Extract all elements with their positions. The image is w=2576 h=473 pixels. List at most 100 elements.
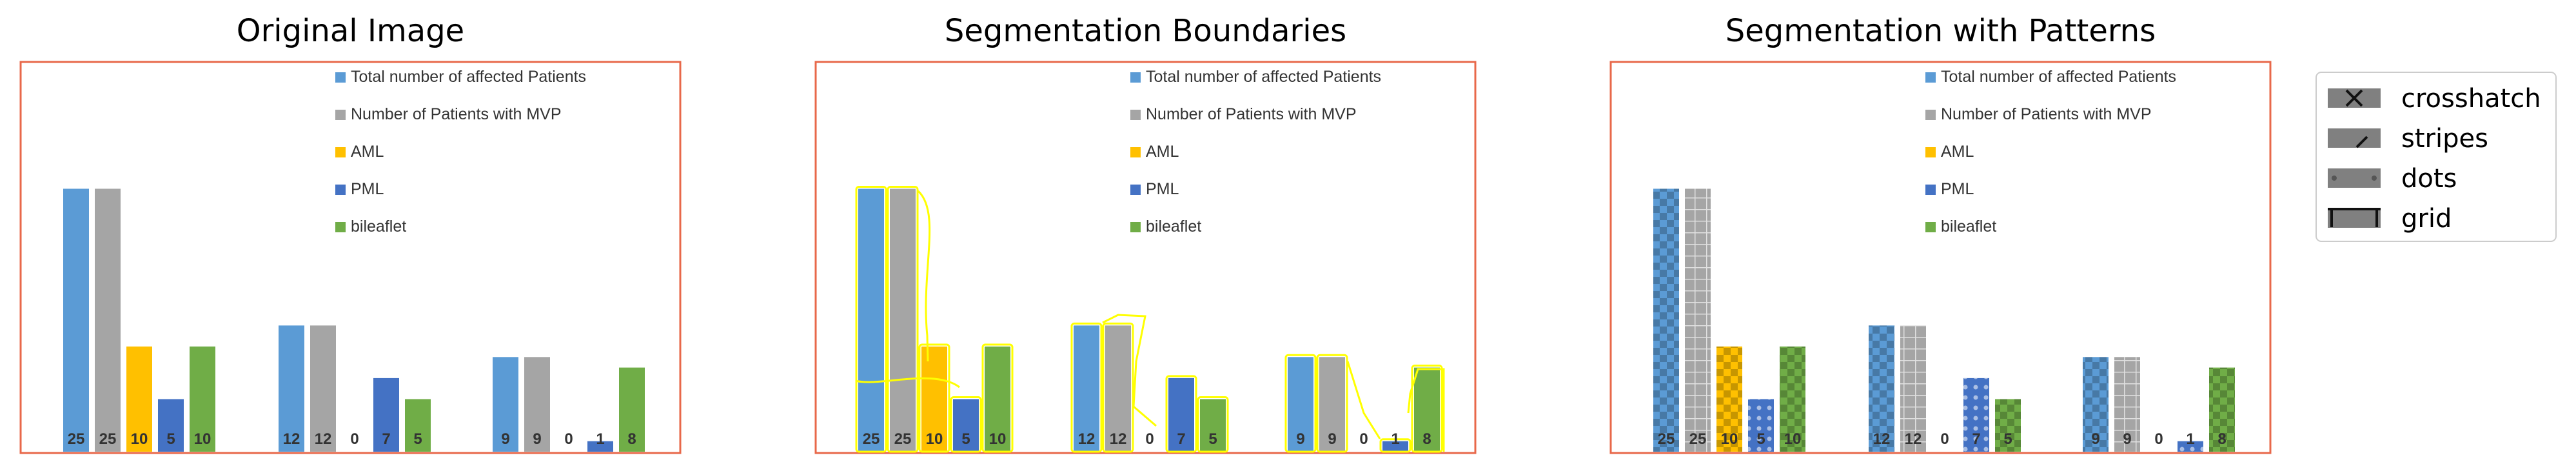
pattern-legend-label: grid [2401,204,2452,234]
value-label: 8 [627,430,636,448]
segment-boundary [1379,438,1411,453]
value-label: 0 [350,430,359,448]
bar-total-number-of-affected-patients-group-3 [1288,357,1313,452]
legend-label-number-of-patients-with-mvp: Number of Patients with MVP [1941,105,2152,123]
segment-boundary [887,186,919,453]
legend-swatch-pml [1130,185,1141,195]
segment-boundary [1407,368,1445,452]
value-label: 7 [382,430,390,448]
legend-label-total-number-of-affected-patients: Total number of affected Patients [1146,68,1381,86]
value-label: 7 [1177,430,1185,448]
pattern-legend-item-dots: dots [2328,164,2457,194]
grid-icon [2328,208,2381,228]
bar-total-number-of-affected-patients-group-2 [1074,325,1099,452]
value-label: 12 [283,430,300,448]
legend-swatch-bileaflet [1130,222,1141,232]
value-label: 1 [596,430,604,448]
legend-swatch-aml [335,147,346,157]
segment-boundary [1197,396,1229,453]
panel-title: Segmentation Boundaries [945,13,1346,49]
legend-swatch-total-number-of-affected-patients [1925,72,1936,83]
segment-boundary [855,186,887,453]
segment-boundary [1102,314,1157,427]
bar-bileaflet-group-3 [619,367,645,452]
value-label: 8 [2217,430,2226,448]
segment-boundary [1284,354,1317,453]
bar-pattern-overlay [1716,347,1742,452]
value-label: 25 [1689,430,1707,448]
bar-number-of-patients-with-mvp-group-3 [1319,357,1345,452]
segment-boundary [917,190,931,362]
legend-label-aml: AML [1146,143,1179,161]
grid-icon-mark [2328,208,2381,227]
value-label: 25 [863,430,880,448]
pattern-legend-label: crosshatch [2401,84,2541,114]
bar-pml-group-3 [587,441,613,452]
bar-pml-group-3 [1382,441,1408,452]
bar-number-of-patients-with-mvp-group-2 [310,325,336,452]
bar-aml-group-1 [921,347,947,452]
value-label: 5 [2003,430,2012,448]
panel-title: Segmentation with Patterns [1726,13,2156,49]
value-label: 9 [2091,430,2099,448]
bar-number-of-patients-with-mvp-group-3 [524,357,550,452]
panel-segmentation-boundaries: Segmentation Boundaries Total number of a… [814,13,1477,454]
legend-label-pml: PML [1941,180,1974,198]
bar-pattern-overlay [1963,377,1989,452]
bar-bileaflet-group-2 [1200,399,1226,452]
segment-boundary [1346,361,1381,439]
legend-swatch-number-of-patients-with-mvp [1130,110,1141,120]
pattern-legend-item-stripes: stripes [2328,124,2488,154]
bar-aml-group-1 [126,347,152,452]
crosshatch-icon-mark [2345,89,2363,107]
dots-icon-mark [2332,176,2337,181]
value-label: 0 [1359,430,1368,448]
segment-boundary [981,343,1014,453]
legend-swatch-total-number-of-affected-patients [1130,72,1141,83]
bar-pattern-overlay [1653,188,1679,452]
value-label: 0 [564,430,573,448]
pattern-legend: crosshatch stripes dots grid [2315,72,2557,242]
value-label: 12 [315,430,332,448]
value-label: 7 [1972,430,1980,448]
value-label: 5 [1208,430,1217,448]
value-label: 8 [1422,430,1431,448]
value-label: 0 [2154,430,2163,448]
pattern-legend-label: dots [2401,164,2457,194]
value-label: 10 [1721,430,1738,448]
segment-boundary [1102,322,1134,453]
legend-label-number-of-patients-with-mvp: Number of Patients with MVP [351,105,562,123]
value-label: 1 [1391,430,1399,448]
bar-bileaflet-group-2 [405,399,431,452]
value-label: 5 [413,430,422,448]
legend-label-bileaflet: bileaflet [1941,217,1996,236]
segment-boundary [1070,322,1103,453]
segment-boundary [950,396,982,453]
value-label: 5 [1756,430,1765,448]
legend-swatch-aml [1925,147,1936,157]
legend-swatch-number-of-patients-with-mvp [335,110,346,120]
bar-total-number-of-affected-patients-group-2 [279,325,304,452]
bar-pattern-overlay [2178,441,2203,452]
bar-pattern-overlay [2083,357,2109,452]
value-label: 12 [1905,430,1922,448]
segment-boundary [1411,365,1443,453]
legend-swatch-pml [1925,185,1936,195]
legend-swatch-number-of-patients-with-mvp [1925,110,1936,120]
value-label: 9 [533,430,541,448]
stripes-icon [2328,128,2381,148]
legend-swatch-total-number-of-affected-patients [335,72,346,83]
bar-pattern-overlay [2209,367,2235,452]
bar-pattern-overlay [2114,357,2140,452]
value-label: 9 [1328,430,1336,448]
bar-pml-group-1 [953,399,979,452]
value-label: 12 [1078,430,1096,448]
bar-pattern-overlay [1685,188,1711,452]
bar-pml-group-2 [373,377,399,452]
legend-swatch-bileaflet [335,222,346,232]
bar-pattern-overlay [1869,325,1894,452]
segment-boundary [1165,375,1197,453]
value-label: 25 [68,430,85,448]
value-label: 9 [501,430,509,448]
